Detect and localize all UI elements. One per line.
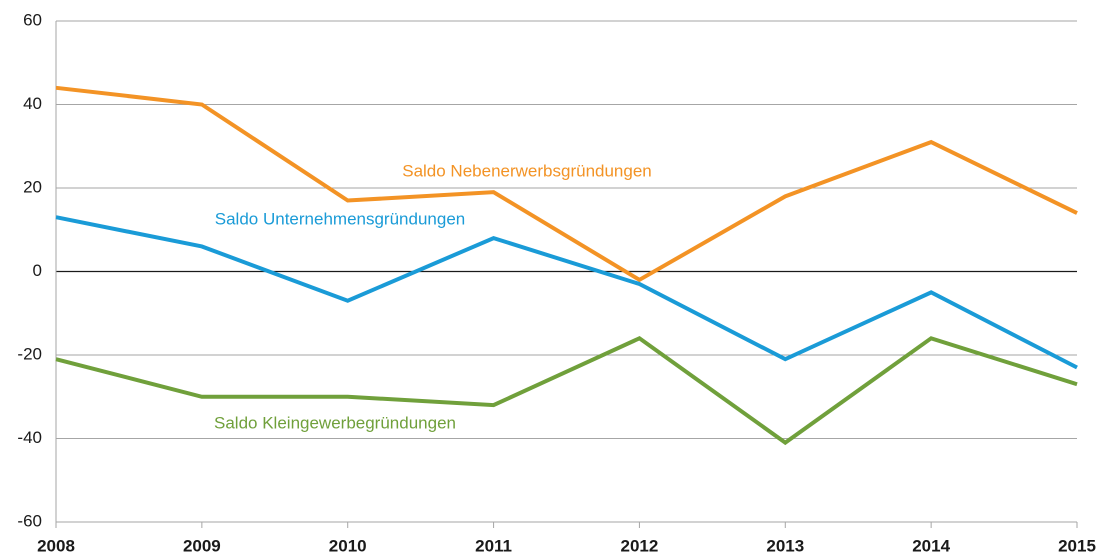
x-tick-label: 2013 <box>766 536 804 555</box>
x-tick-label: 2010 <box>329 536 367 555</box>
y-tick-label: 0 <box>33 261 42 280</box>
y-tick-label: -20 <box>17 344 42 363</box>
x-tick-label: 2012 <box>621 536 659 555</box>
y-tick-label: -40 <box>17 428 42 447</box>
y-tick-label: 20 <box>23 177 42 196</box>
x-tick-label: 2008 <box>37 536 75 555</box>
series-label: Saldo Nebenerwerbsgründungen <box>402 161 652 180</box>
y-tick-label: 60 <box>23 10 42 29</box>
series-line <box>55 215 1078 370</box>
x-tick-label: 2015 <box>1058 536 1096 555</box>
series-label: Saldo Kleingewerbegründungen <box>214 413 456 432</box>
x-tick-label: 2014 <box>912 536 950 555</box>
series-line <box>55 85 1078 283</box>
y-tick-label: 40 <box>23 94 42 113</box>
y-tick-label: -60 <box>17 511 42 530</box>
x-tick-label: 2009 <box>183 536 221 555</box>
series-label: Saldo Unternehmensgründungen <box>215 209 465 228</box>
series-line <box>55 335 1078 446</box>
x-tick-label: 2011 <box>475 536 512 555</box>
